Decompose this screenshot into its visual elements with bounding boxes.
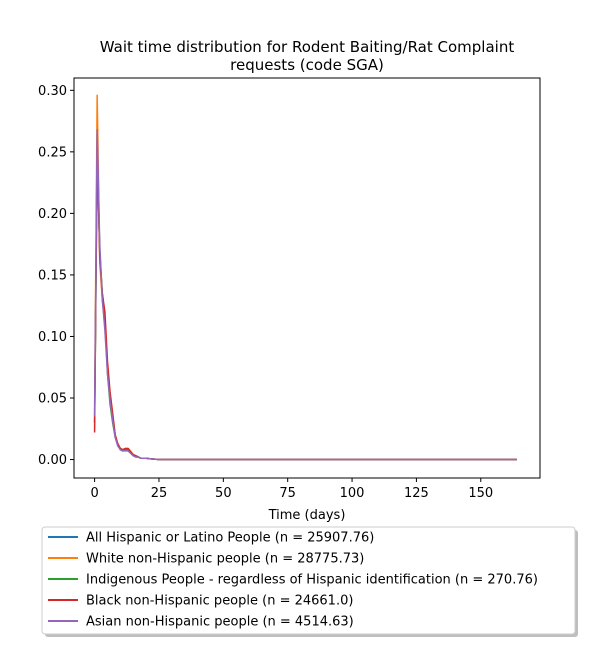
legend: All Hispanic or Latino People (n = 25907… (41, 526, 578, 637)
chart-title-line-2: requests (code SGA) (230, 56, 384, 74)
y-tick-label: 0.00 (38, 453, 67, 468)
series-line-2 (93, 163, 517, 461)
x-tick-label: 125 (404, 486, 429, 501)
x-tick-label: 100 (340, 486, 365, 501)
series-layer (93, 94, 517, 461)
y-tick-label: 0.30 (38, 84, 67, 99)
legend-label-1: White non-Hispanic people (n = 28775.73) (86, 552, 364, 567)
y-tick-label: 0.15 (38, 268, 67, 283)
series-line-0 (93, 151, 517, 461)
x-tick-label: 75 (279, 486, 296, 501)
legend-label-4: Asian non-Hispanic people (n = 4514.63) (86, 615, 354, 630)
x-axis-label: Time (days) (268, 508, 346, 523)
legend-frame (41, 526, 576, 635)
legend-label-2: Indigenous People - regardless of Hispan… (86, 573, 538, 588)
legend-label-0: All Hispanic or Latino People (n = 25907… (86, 531, 374, 546)
x-tick-label: 150 (468, 486, 493, 501)
series-line-4 (93, 128, 517, 461)
y-tick-label: 0.10 (38, 330, 67, 345)
series-line-1 (93, 94, 517, 461)
x-tick-label: 25 (151, 486, 168, 501)
series-line-3 (93, 138, 517, 461)
x-tick-label: 50 (215, 486, 232, 501)
y-tick-label: 0.25 (38, 145, 67, 160)
y-axis: 0.00 0.05 0.10 0.15 0.20 0.25 0.30 (38, 84, 74, 468)
x-tick-label: 0 (90, 486, 98, 501)
y-tick-label: 0.05 (38, 392, 67, 407)
legend-label-3: Black non-Hispanic people (n = 24661.0) (86, 594, 353, 609)
x-axis: 0 25 50 75 100 125 150 (90, 478, 493, 501)
y-tick-label: 0.20 (38, 207, 67, 222)
plot-frame (73, 77, 541, 479)
chart-title-line-1: Wait time distribution for Rodent Baitin… (100, 38, 515, 56)
